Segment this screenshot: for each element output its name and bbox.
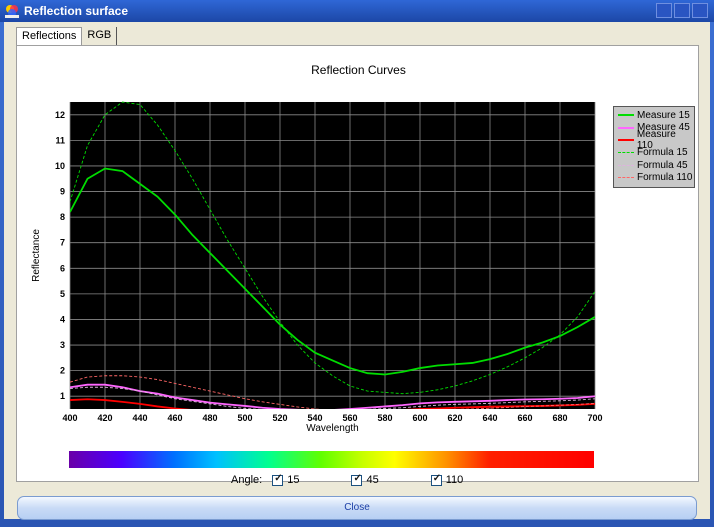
client-area: Reflections RGB 400 420 440 460 480 500 520 540… — [4, 22, 710, 520]
x-tick-label: 540 — [307, 413, 322, 423]
x-axis-label: Wavelength — [306, 423, 358, 434]
series-line-3 — [70, 398, 595, 409]
close-window-button[interactable] — [692, 3, 708, 18]
x-tick-label: 400 — [62, 413, 77, 423]
title-bar[interactable]: Reflection surface — [0, 0, 714, 22]
x-tick-label: 480 — [202, 413, 217, 423]
x-tick-label: 560 — [342, 413, 357, 423]
x-tick-label: 620 — [447, 413, 462, 423]
angle-15-checkbox[interactable] — [272, 473, 284, 486]
y-tick-label: 5 — [60, 289, 65, 299]
plot-area — [70, 102, 595, 409]
y-tick-label: 2 — [60, 366, 65, 376]
y-tick-label: 11 — [55, 135, 65, 145]
close-button[interactable]: Close — [17, 496, 697, 520]
y-tick-label: 3 — [60, 340, 65, 350]
angle-15-option[interactable]: 15 — [272, 473, 300, 486]
y-tick-label: 8 — [60, 212, 65, 222]
x-tick-label: 420 — [97, 413, 112, 423]
angle-15-label: 15 — [287, 474, 300, 486]
legend-label: Measure 110 — [636, 129, 676, 152]
angle-110-option[interactable]: 110 — [430, 473, 464, 486]
legend-label: Formula 45 — [637, 159, 688, 171]
angle-selector: Angle: 15 45 110 — [231, 473, 515, 487]
tab-strip: Reflections RGB — [16, 27, 118, 45]
angle-110-checkbox[interactable] — [430, 473, 442, 486]
angle-label: Angle: — [231, 474, 263, 486]
legend-swatch — [618, 126, 634, 129]
reflections-panel: 400 420 440 460 480 500 520 540 560 580 600 620 640 6… — [16, 45, 699, 486]
legend-entry: Measure 110 — [618, 129, 694, 151]
legend-entry: Formula 15 — [618, 147, 694, 160]
chart-legend: Measure 15 Measure 45 Measure 110 Formula 1… — [613, 106, 695, 188]
y-tick-label: 10 — [55, 161, 65, 171]
x-tick-label: 460 — [167, 413, 182, 423]
legend-swatch — [618, 152, 634, 154]
y-tick-label: 1 — [60, 391, 65, 401]
series-line-4 — [70, 101, 595, 395]
series-line-2 — [70, 383, 595, 409]
chart-title: Reflection Curves — [311, 63, 406, 77]
angle-45-option[interactable]: 45 — [351, 473, 379, 486]
x-tick-label: 640 — [482, 413, 497, 423]
spectrum-bar — [69, 451, 594, 468]
legend-label: Formula 15 — [637, 147, 688, 159]
y-tick-label: 12 — [55, 110, 65, 120]
series-line-1 — [70, 167, 595, 376]
legend-entry: Measure 45 — [618, 122, 694, 135]
window-title: Reflection surface — [24, 4, 129, 18]
legend-label: Formula 110 — [637, 172, 693, 184]
legend-label: Measure 15 — [637, 109, 690, 121]
angle-110-label: 110 — [445, 474, 464, 486]
y-tick-label: 6 — [60, 263, 65, 273]
x-tick-label: 500 — [237, 413, 252, 423]
angle-45-checkbox[interactable] — [351, 473, 363, 486]
app-palette-icon — [5, 5, 19, 18]
y-axis-label: Reflectance — [31, 229, 42, 282]
legend-swatch — [618, 177, 634, 179]
y-tick-label: 9 — [60, 187, 65, 197]
legend-label: Measure 45 — [637, 122, 690, 134]
x-tick-label: 440 — [132, 413, 147, 423]
x-tick-label: 580 — [377, 413, 392, 423]
x-tick-label: 520 — [272, 413, 287, 423]
minimize-button[interactable] — [656, 3, 672, 18]
x-tick-label: 660 — [517, 413, 532, 423]
angle-45-label: 45 — [366, 474, 379, 486]
legend-swatch — [618, 164, 634, 166]
legend-swatch — [618, 139, 634, 142]
series-line-6 — [70, 375, 595, 409]
x-tick-label: 700 — [587, 413, 602, 423]
x-tick-label: 600 — [412, 413, 427, 423]
tab-rgb[interactable]: RGB — [82, 27, 118, 45]
legend-entry: Formula 45 — [618, 159, 694, 172]
x-tick-label: 680 — [552, 413, 567, 423]
maximize-button[interactable] — [674, 3, 690, 18]
y-tick-label: 4 — [60, 314, 65, 324]
tab-reflections[interactable]: Reflections — [16, 27, 83, 45]
legend-entry: Measure 15 — [618, 109, 694, 122]
y-tick-label: 7 — [60, 238, 65, 248]
reflection-chart: 400 420 440 460 480 500 520 540 560 580 600 620 640 6… — [31, 101, 603, 434]
legend-swatch — [618, 114, 634, 117]
legend-entry: Formula 110 — [618, 172, 694, 185]
